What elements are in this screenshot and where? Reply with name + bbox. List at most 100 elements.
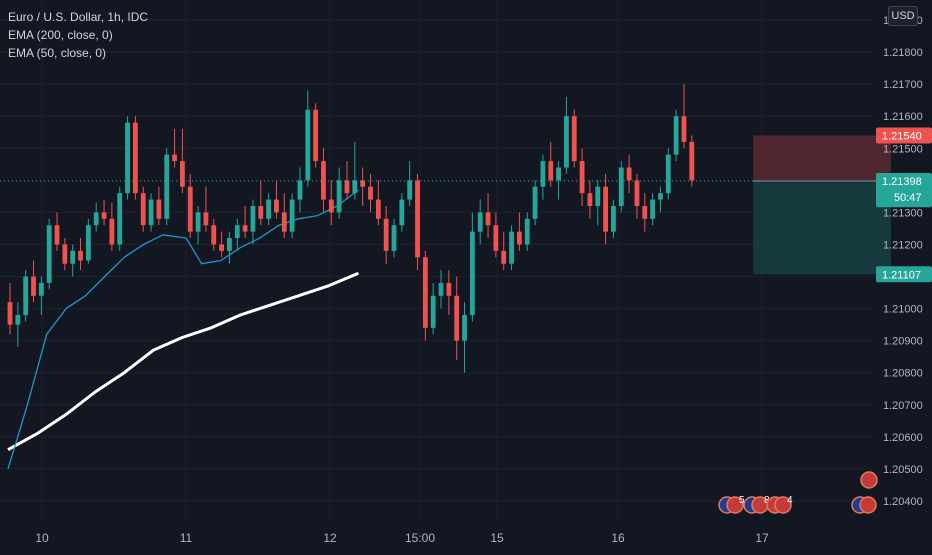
candle xyxy=(234,218,240,251)
candle xyxy=(477,199,483,245)
event-count: 5 xyxy=(739,495,745,506)
candle-body xyxy=(62,244,68,264)
candle-body xyxy=(438,282,444,296)
price-label-text: 1.21540 xyxy=(882,130,922,142)
candle-body xyxy=(258,205,264,219)
event-count: 4 xyxy=(787,495,793,506)
candle-body xyxy=(321,161,326,200)
candle xyxy=(305,90,311,187)
candle-body xyxy=(603,186,608,232)
price-label: 1.21540 xyxy=(876,127,932,144)
take-profit-zone xyxy=(753,180,891,275)
economic-events[interactable]: 5 8 4 xyxy=(718,471,878,514)
us-flag-icon xyxy=(860,471,878,489)
price-tick-label: 1.21300 xyxy=(883,207,923,219)
time-axis[interactable]: 10 11 12 15:00 15 16 17 xyxy=(35,531,769,545)
ema50-legend[interactable]: EMA (50, close, 0) xyxy=(8,46,107,60)
ema200-legend[interactable]: EMA (200, close, 0) xyxy=(8,28,113,42)
candle xyxy=(187,173,193,239)
candle xyxy=(242,205,248,239)
candle xyxy=(524,212,530,251)
time-tick-label: 15 xyxy=(490,531,504,545)
candle-body xyxy=(31,276,36,296)
candle-body xyxy=(626,167,632,181)
time-tick-label: 11 xyxy=(180,531,193,545)
economic-event-marker: 4 xyxy=(766,495,793,514)
candle-body xyxy=(85,225,91,261)
candle-body xyxy=(611,205,616,232)
price-label-text: 1.21107 xyxy=(882,269,921,281)
candle xyxy=(172,129,177,168)
candle xyxy=(93,202,99,232)
currency-button[interactable]: USD xyxy=(888,6,918,26)
candle-body xyxy=(187,186,193,232)
candle xyxy=(297,167,303,213)
candle xyxy=(383,205,389,264)
candle xyxy=(7,282,13,335)
candle xyxy=(532,180,538,226)
time-tick-label: 17 xyxy=(755,531,769,545)
position-tool[interactable] xyxy=(753,135,891,275)
candle xyxy=(289,193,295,239)
candle-body xyxy=(571,116,577,162)
candle xyxy=(132,116,138,200)
candle xyxy=(156,186,162,226)
price-tick-label: 1.21000 xyxy=(883,304,923,316)
candle-body xyxy=(673,116,679,155)
candle-body xyxy=(109,218,115,245)
ema50-polyline xyxy=(7,189,359,470)
candle xyxy=(360,167,366,206)
candle-body xyxy=(203,212,209,226)
economic-event-marker xyxy=(851,496,877,514)
economic-event-marker: 5 xyxy=(718,495,745,514)
candle xyxy=(611,199,616,239)
candle-body xyxy=(634,180,640,206)
candle xyxy=(148,193,154,232)
candle-body xyxy=(462,315,467,341)
us-flag-icon xyxy=(726,496,744,514)
candle xyxy=(540,154,546,200)
candle-body xyxy=(509,231,514,264)
candle-body xyxy=(70,250,76,264)
candle xyxy=(391,218,397,258)
candle xyxy=(15,302,21,348)
candle-body xyxy=(595,186,601,206)
candle xyxy=(180,129,185,194)
time-tick-label: 16 xyxy=(611,531,625,545)
candle xyxy=(336,167,342,219)
candle-body xyxy=(658,193,663,200)
candle xyxy=(571,109,577,168)
candle-body xyxy=(148,199,154,226)
candle-body xyxy=(78,250,83,261)
candle xyxy=(587,180,593,219)
candle-body xyxy=(195,212,201,232)
candle xyxy=(281,193,287,239)
price-label-box xyxy=(876,266,932,283)
candle-body xyxy=(274,199,279,213)
candle xyxy=(328,180,334,226)
candle xyxy=(266,193,272,226)
candle xyxy=(681,84,687,149)
candle-body xyxy=(180,161,185,187)
candle xyxy=(117,186,123,251)
candle xyxy=(352,141,358,200)
candle-body xyxy=(219,244,224,251)
ema200-line xyxy=(7,271,359,452)
candle xyxy=(564,96,569,174)
candle xyxy=(313,103,319,168)
ema200-polyline xyxy=(7,271,359,452)
candle-body xyxy=(493,225,499,251)
candle xyxy=(462,302,467,373)
symbol-title[interactable]: Euro / U.S. Dollar, 1h, IDC xyxy=(8,10,149,24)
candle-body xyxy=(250,205,256,232)
price-label-box xyxy=(876,127,932,144)
candle-body xyxy=(305,109,311,181)
candle-body xyxy=(681,116,687,142)
candle-body xyxy=(266,199,272,219)
price-label: 1.21107 xyxy=(876,266,932,283)
candle xyxy=(125,116,130,200)
candle xyxy=(407,161,413,206)
